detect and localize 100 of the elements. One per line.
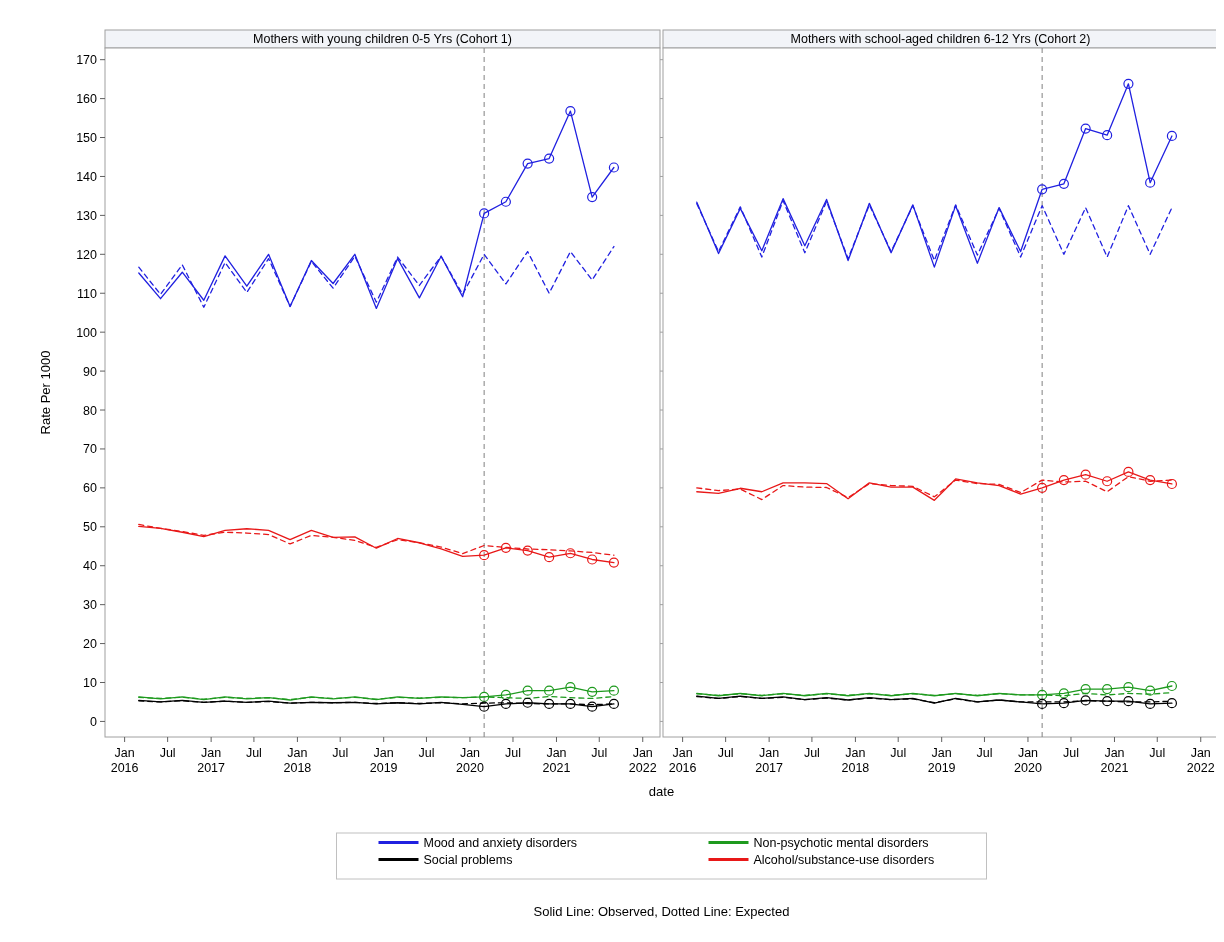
legend-label: Mood and anxiety disorders xyxy=(423,836,578,850)
point xyxy=(522,697,533,708)
x-tick-label: Jul xyxy=(591,746,608,760)
y-tick-label: 10 xyxy=(83,676,98,690)
x-tick-label: Jan 2017 xyxy=(755,746,784,775)
x-tick-label: Jan 2020 xyxy=(1014,746,1042,775)
legend-label: Non-psychotic mental disorders xyxy=(753,836,929,850)
y-tick-label: 20 xyxy=(83,637,98,652)
y-tick-label: 70 xyxy=(83,442,98,457)
x-axis-title: date xyxy=(648,784,675,799)
point xyxy=(544,698,555,710)
x-tick-label: Jan 2020 xyxy=(456,746,484,775)
y-tick-label: 170 xyxy=(76,53,98,68)
point xyxy=(608,698,620,710)
point xyxy=(500,698,511,710)
x-tick-label: Jan 2019 xyxy=(369,746,398,775)
x-tick-label: Jan 2022 xyxy=(1186,746,1215,775)
x-tick-label: Jan 2021 xyxy=(1100,746,1129,775)
point xyxy=(1145,698,1156,710)
point xyxy=(1102,476,1113,487)
point xyxy=(522,685,533,696)
point xyxy=(1102,684,1113,695)
point xyxy=(1123,466,1134,478)
point xyxy=(479,550,490,561)
x-tick-label: Jul xyxy=(159,746,176,760)
legend-label: Social problems xyxy=(423,853,513,867)
point xyxy=(565,105,576,117)
point xyxy=(587,701,598,712)
x-tick-label: Jul xyxy=(418,746,435,760)
y-axis-title: Rate Per 1000 xyxy=(38,350,53,435)
x-tick-label: Jul xyxy=(504,746,521,760)
x-tick-label: Jan 2016 xyxy=(668,746,697,775)
point xyxy=(1123,696,1134,707)
y-tick-label: 30 xyxy=(83,598,98,613)
x-tick-label: Jul xyxy=(1149,746,1166,760)
legend-label: Alcohol/substance-use disorders xyxy=(753,853,935,867)
y-tick-label: 150 xyxy=(76,131,98,146)
x-tick-label: Jul xyxy=(803,746,820,760)
point xyxy=(1145,177,1156,188)
point xyxy=(1166,130,1178,142)
point xyxy=(1145,474,1156,486)
x-tick-label: Jan 2019 xyxy=(927,746,956,775)
x-tick-label: Jul xyxy=(890,746,907,760)
point xyxy=(544,552,555,563)
x-tick-label: Jul xyxy=(976,746,993,760)
point xyxy=(1037,184,1048,195)
point xyxy=(1166,698,1178,709)
y-tick-label: 50 xyxy=(83,520,98,535)
point xyxy=(479,691,490,703)
x-tick-label: Jul xyxy=(332,746,349,760)
point xyxy=(565,548,576,559)
point xyxy=(479,701,490,712)
point xyxy=(500,542,511,553)
point xyxy=(479,208,490,219)
point xyxy=(544,153,555,164)
y-tick-label: 0 xyxy=(90,714,98,729)
point xyxy=(522,545,533,556)
chart-title: Mothers with school-aged children 6-12 Yrs (Cohort 2) xyxy=(790,32,1091,46)
point xyxy=(1123,682,1134,693)
x-tick-label: Jul xyxy=(717,746,734,760)
point xyxy=(1058,698,1069,709)
x-tick-label: Jan 2018 xyxy=(283,746,312,775)
point xyxy=(587,191,598,203)
point xyxy=(1080,123,1091,134)
y-tick-label: 90 xyxy=(83,364,98,379)
point xyxy=(1037,482,1048,493)
x-tick-label: Jul xyxy=(1062,746,1079,760)
point xyxy=(1102,696,1113,707)
x-tick-label: Jan 2022 xyxy=(628,746,657,775)
y-tick-label: 130 xyxy=(76,208,98,223)
point xyxy=(608,685,620,696)
y-tick-label: 100 xyxy=(76,325,98,340)
x-tick-label: Jan 2021 xyxy=(542,746,571,775)
point xyxy=(1037,698,1048,710)
x-tick-label: Jul xyxy=(245,746,262,760)
point xyxy=(1080,695,1091,706)
point xyxy=(1145,685,1156,696)
y-tick-label: 40 xyxy=(83,559,98,574)
y-tick-label: 140 xyxy=(76,169,98,184)
x-tick-label: Jan 2017 xyxy=(197,746,226,775)
point xyxy=(544,685,555,696)
point xyxy=(1037,689,1048,701)
y-tick-label: 80 xyxy=(83,403,98,418)
point xyxy=(587,686,598,697)
point xyxy=(1102,130,1113,141)
chart-title: Mothers with young children 0-5 Yrs (Cohort 1) xyxy=(253,32,512,46)
point xyxy=(608,162,620,173)
point xyxy=(1080,469,1091,480)
point xyxy=(500,196,511,207)
point xyxy=(522,158,533,169)
y-tick-label: 160 xyxy=(76,92,98,107)
point xyxy=(1123,78,1134,89)
y-tick-label: 110 xyxy=(77,286,98,301)
point xyxy=(1080,684,1091,695)
y-tick-label: 120 xyxy=(76,247,98,262)
point xyxy=(1166,478,1178,490)
point xyxy=(1058,688,1069,699)
x-tick-label: Jan 2016 xyxy=(110,746,139,775)
point xyxy=(1058,474,1069,486)
x-tick-label: Jan 2018 xyxy=(841,746,870,775)
